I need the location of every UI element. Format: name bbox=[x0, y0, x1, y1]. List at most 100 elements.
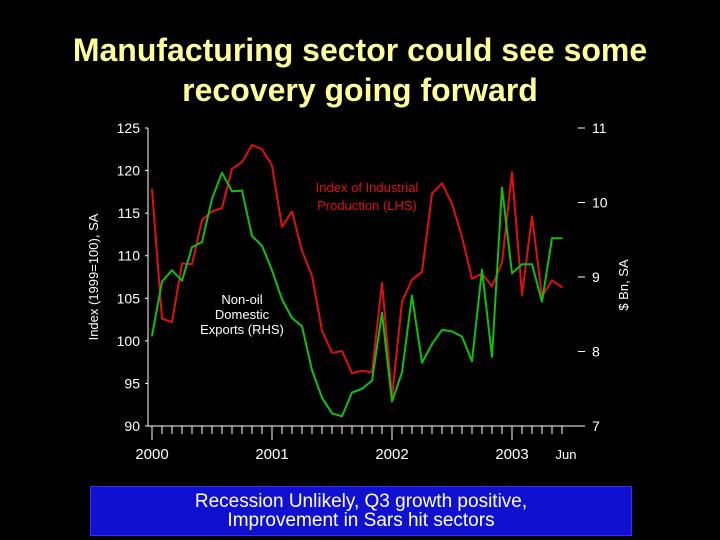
summary-banner-line-2: Improvement in Sars hit sectors bbox=[227, 510, 495, 531]
ipi-data-point bbox=[381, 282, 383, 284]
ipi-data-point bbox=[411, 278, 413, 281]
ipi-data-point bbox=[341, 350, 343, 352]
right-axis-tick-label: 8 bbox=[592, 344, 600, 360]
left-axis-tick-label: 90 bbox=[124, 418, 140, 434]
nodx-data-point bbox=[241, 189, 243, 192]
nodx-data-point bbox=[221, 171, 223, 174]
nodx-data-point bbox=[501, 186, 503, 189]
ipi-data-point bbox=[421, 271, 423, 273]
ipi-data-point bbox=[171, 321, 173, 323]
nodx-data-point bbox=[191, 246, 193, 248]
ipi-data-point bbox=[501, 261, 503, 264]
x-axis-year-label: 2002 bbox=[375, 446, 408, 463]
x-axis: 2000 2001 2002 2003 Jun bbox=[135, 425, 582, 463]
ipi-data-point bbox=[271, 164, 273, 167]
nodx-data-point bbox=[261, 244, 263, 247]
ipi-data-point bbox=[451, 202, 453, 205]
ipi-data-point bbox=[351, 372, 353, 375]
nodx-annotation-line: Exports (RHS) bbox=[200, 322, 284, 337]
right-axis-tick-label: 7 bbox=[592, 418, 600, 434]
nodx-data-point bbox=[271, 269, 273, 272]
x-axis-year-label: 2001 bbox=[255, 446, 288, 463]
ipi-data-point bbox=[291, 210, 293, 213]
nodx-data-point bbox=[291, 317, 293, 319]
left-axis-tick-label: 100 bbox=[117, 333, 141, 349]
ipi-data-point bbox=[331, 351, 333, 354]
nodx-data-point bbox=[481, 268, 483, 271]
ipi-data-point bbox=[311, 275, 313, 277]
ipi-data-point bbox=[241, 161, 243, 163]
left-axis-tick-label: 120 bbox=[117, 163, 141, 179]
nodx-data-point bbox=[401, 371, 403, 374]
nodx-data-point bbox=[491, 355, 493, 358]
ipi-data-point bbox=[261, 148, 263, 151]
ipi-data-point bbox=[471, 277, 473, 280]
nodx-data-point bbox=[411, 294, 413, 297]
nodx-data-point bbox=[371, 379, 373, 382]
nodx-data-point bbox=[421, 361, 423, 364]
nodx-data-point bbox=[561, 237, 563, 240]
nodx-data-point bbox=[171, 269, 173, 272]
ipi-data-point bbox=[441, 182, 443, 185]
nodx-data-point bbox=[231, 190, 233, 193]
right-axis-tick-label: 11 bbox=[592, 120, 607, 136]
nodx-annotation-line: Non-oil bbox=[221, 292, 262, 307]
left-y-axis: 125 120 115 110 105 100 95 90 Index (1999=100), … bbox=[86, 120, 149, 434]
ipi-data-point bbox=[461, 236, 463, 238]
nodx-data-point bbox=[351, 391, 353, 394]
nodx-data-point bbox=[161, 280, 163, 283]
nodx-data-point bbox=[461, 335, 463, 338]
slide-title-line-1: Manufacturing sector could see some bbox=[72, 32, 648, 68]
ipi-data-point bbox=[231, 168, 233, 170]
ipi-data-point bbox=[211, 210, 213, 213]
nodx-data-point bbox=[381, 311, 383, 314]
right-y-axis: 11 10 9 8 7 $ Bn, SA bbox=[578, 120, 631, 434]
ipi-data-point bbox=[201, 219, 203, 221]
ipi-data-point bbox=[561, 286, 563, 289]
nodx-data-point bbox=[251, 235, 253, 237]
left-axis-title: Index (1999=100), SA bbox=[86, 213, 101, 340]
ipi-annotation-line: Index of Industrial bbox=[316, 180, 419, 195]
ipi-annotation-line: Production (LHS) bbox=[317, 198, 417, 213]
ipi-data-point bbox=[161, 317, 163, 320]
nodx-data-point bbox=[531, 263, 533, 266]
summary-banner-line-1: Recession Unlikely, Q3 growth positive, bbox=[194, 491, 528, 512]
nodx-data-point bbox=[541, 300, 543, 303]
series-layer bbox=[151, 144, 563, 418]
left-axis-tick-label: 115 bbox=[118, 205, 141, 221]
ipi-data-point bbox=[181, 262, 183, 265]
ipi-data-point bbox=[151, 188, 153, 191]
annotation-layer: Index of Industrial Production (LHS) Non-o… bbox=[200, 180, 418, 337]
ipi-data-point bbox=[321, 329, 323, 332]
ipi-data-point bbox=[191, 263, 193, 266]
nodx-data-point bbox=[391, 400, 393, 403]
nodx-data-point bbox=[151, 335, 153, 337]
x-axis-year-label: 2003 bbox=[495, 446, 528, 463]
nodx-data-point bbox=[471, 360, 473, 362]
nodx-series-line bbox=[151, 171, 562, 418]
ipi-data-point bbox=[431, 192, 433, 195]
nodx-data-point bbox=[181, 279, 183, 282]
ipi-series-line bbox=[151, 144, 563, 399]
right-axis-title: $ Bn, SA bbox=[616, 259, 631, 311]
nodx-data-point bbox=[511, 272, 513, 275]
nodx-data-point bbox=[281, 298, 283, 301]
left-axis-tick-label: 110 bbox=[118, 248, 141, 264]
x-axis-end-label: Jun bbox=[556, 447, 577, 462]
left-axis-tick-label: 105 bbox=[117, 290, 141, 306]
nodx-data-point bbox=[431, 343, 433, 345]
nodx-data-point bbox=[551, 237, 553, 240]
nodx-data-point bbox=[321, 396, 323, 399]
ipi-data-point bbox=[521, 294, 523, 296]
ipi-data-point bbox=[281, 225, 283, 228]
ipi-data-point bbox=[301, 249, 303, 252]
slide-title-line-2: recovery going forward bbox=[182, 72, 538, 108]
ipi-data-point bbox=[251, 144, 253, 146]
nodx-data-point bbox=[211, 197, 213, 200]
summary-banner: Recession Unlikely, Q3 growth positive, … bbox=[90, 486, 632, 536]
left-axis-tick-label: 125 bbox=[117, 120, 141, 136]
nodx-data-point bbox=[301, 325, 303, 327]
nodx-data-point bbox=[311, 369, 313, 371]
left-axis-tick-label: 95 bbox=[124, 375, 140, 391]
